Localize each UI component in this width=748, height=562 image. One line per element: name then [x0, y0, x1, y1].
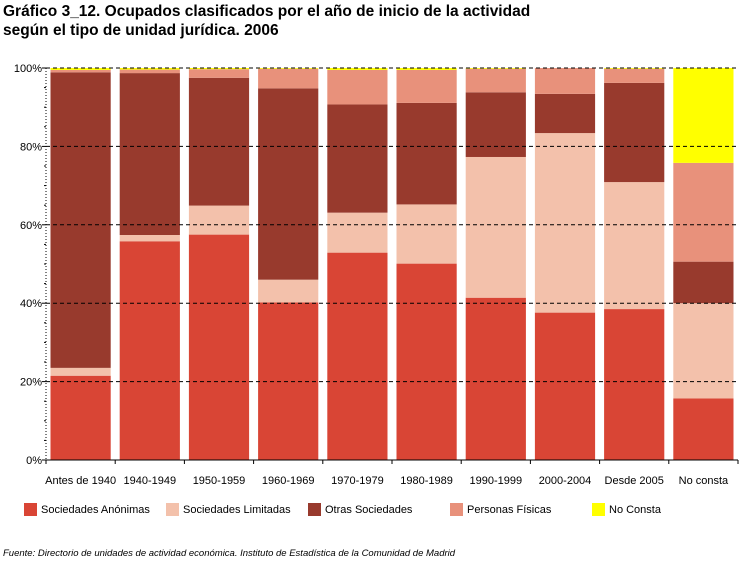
bar-no-consta-1950-1959: [188, 68, 250, 70]
bar-otras-sociedades-1990-1999: [465, 92, 526, 157]
y-tick-label: 80%: [20, 141, 42, 153]
bar-otras-sociedades-1960-1969: [258, 88, 319, 280]
chart-title-line-2: según el tipo de unidad jurídica. 2006: [3, 22, 279, 39]
bar-sociedades-limitadas-no-consta: [673, 303, 734, 399]
legend-item-sociedades-limitadas: Sociedades Limitadas: [166, 503, 291, 516]
bar-personas-fisicas-1960-1969: [258, 68, 319, 89]
legend-item-personas-fisicas: Personas Físicas: [450, 503, 551, 516]
bar-otras-sociedades-no-consta: [673, 261, 734, 304]
legend-label: Otras Sociedades: [325, 503, 413, 516]
bar-personas-fisicas-1980-1989: [396, 69, 457, 103]
legend-swatch: [450, 503, 463, 516]
bar-personas-fisicas-2000-2004: [534, 68, 596, 94]
x-tick-label-1990-1999: 1990-1999: [469, 475, 522, 487]
legend-swatch: [592, 503, 605, 516]
legend-label: Sociedades Anónimas: [41, 503, 150, 516]
bars: [50, 68, 734, 460]
bar-no-consta-1980-1989: [396, 68, 457, 70]
bar-personas-fisicas-1950-1959: [188, 69, 250, 78]
bar-sociedades-limitadas-1980-1989: [396, 204, 457, 264]
legend-label: Personas Físicas: [467, 503, 552, 516]
legend-label: No Consta: [609, 503, 661, 516]
bar-sociedades-limitadas-2000-2004: [534, 133, 596, 313]
x-tick-label-1980-1989: 1980-1989: [400, 475, 453, 487]
bar-otras-sociedades-2000-2004: [534, 93, 596, 134]
bar-no-consta-antes-de-1940: [50, 68, 111, 70]
x-tick-label-1960-1969: 1960-1969: [262, 475, 315, 487]
x-tick-label-2000-2004: 2000-2004: [539, 475, 592, 487]
bar-otras-sociedades-1950-1959: [188, 77, 250, 206]
x-tick-label-1970-1979: 1970-1979: [331, 475, 384, 487]
bar-sociedades-anonimas-1940-1949: [119, 241, 180, 460]
x-tick-label-desde-2005: Desde 2005: [605, 475, 664, 487]
bar-sociedades-limitadas-1970-1979: [327, 212, 388, 253]
gridlines: [46, 67, 738, 383]
bar-sociedades-limitadas-desde-2005: [604, 182, 665, 310]
bar-sociedades-limitadas-1950-1959: [188, 205, 250, 235]
legend-label: Sociedades Limitadas: [183, 503, 291, 516]
legend-item-no-consta: No Consta: [592, 503, 661, 516]
bar-no-consta-1970-1979: [327, 68, 388, 70]
bar-no-consta-no-consta: [673, 68, 734, 163]
y-tick-label: 0%: [26, 455, 42, 467]
bar-otras-sociedades-1940-1949: [119, 73, 180, 235]
bar-sociedades-limitadas-antes-de-1940: [50, 367, 111, 376]
x-tick-label-1950-1959: 1950-1959: [193, 475, 246, 487]
legend-item-otras-sociedades: Otras Sociedades: [308, 503, 412, 516]
legend-swatch: [308, 503, 321, 516]
bar-personas-fisicas-antes-de-1940: [50, 69, 111, 73]
x-tick-label-1940-1949: 1940-1949: [123, 475, 176, 487]
bar-sociedades-anonimas-no-consta: [673, 398, 734, 460]
bar-no-consta-1960-1969: [258, 68, 319, 69]
bar-personas-fisicas-1990-1999: [465, 68, 526, 93]
source-note: Fuente: Directorio de unidades de activi…: [3, 548, 456, 559]
x-tick-label-no-consta: No consta: [679, 475, 729, 487]
bar-otras-sociedades-1980-1989: [396, 102, 457, 205]
bar-sociedades-anonimas-2000-2004: [534, 312, 596, 460]
legend-swatch: [166, 503, 179, 516]
bar-otras-sociedades-antes-de-1940: [50, 72, 111, 368]
bar-personas-fisicas-no-consta: [673, 162, 734, 262]
bar-sociedades-anonimas-1960-1969: [258, 302, 319, 460]
legend-swatch: [24, 503, 37, 516]
y-tick-label: 40%: [20, 298, 42, 310]
chart-title: Gráfico 3_12. Ocupados clasificados por …: [3, 2, 530, 40]
bar-no-consta-1940-1949: [119, 68, 180, 70]
bar-sociedades-limitadas-1940-1949: [119, 234, 180, 242]
y-tick-label: 20%: [20, 377, 42, 389]
bar-sociedades-limitadas-1960-1969: [258, 279, 319, 303]
bar-sociedades-anonimas-desde-2005: [604, 309, 665, 460]
x-tick-label-antes-de-1940: Antes de 1940: [45, 475, 116, 487]
bar-sociedades-anonimas-antes-de-1940: [50, 375, 111, 460]
bar-otras-sociedades-desde-2005: [604, 82, 665, 183]
bar-personas-fisicas-1940-1949: [119, 69, 180, 74]
stacked-bar-chart: 0% 20% 40% 60% 80% 100% Antes de 1940 1940-1949…: [14, 63, 739, 487]
bar-sociedades-anonimas-1980-1989: [396, 263, 457, 460]
y-tick-label: 100%: [14, 63, 42, 75]
bar-personas-fisicas-desde-2005: [604, 68, 665, 83]
chart-title-line-1: Gráfico 3_12. Ocupados clasificados por …: [3, 3, 531, 20]
bar-otras-sociedades-1970-1979: [327, 104, 388, 213]
bar-sociedades-anonimas-1970-1979: [327, 252, 388, 460]
bar-personas-fisicas-1970-1979: [327, 69, 388, 105]
bar-sociedades-anonimas-1950-1959: [188, 234, 250, 460]
legend-item-sociedades-anonimas: Sociedades Anónimas: [24, 503, 150, 516]
chart-legend: Sociedades Anónimas Sociedades Limitadas O…: [0, 503, 748, 523]
y-tick-label: 60%: [20, 220, 42, 232]
bar-sociedades-limitadas-1990-1999: [465, 156, 526, 298]
bar-sociedades-anonimas-1990-1999: [465, 297, 526, 460]
